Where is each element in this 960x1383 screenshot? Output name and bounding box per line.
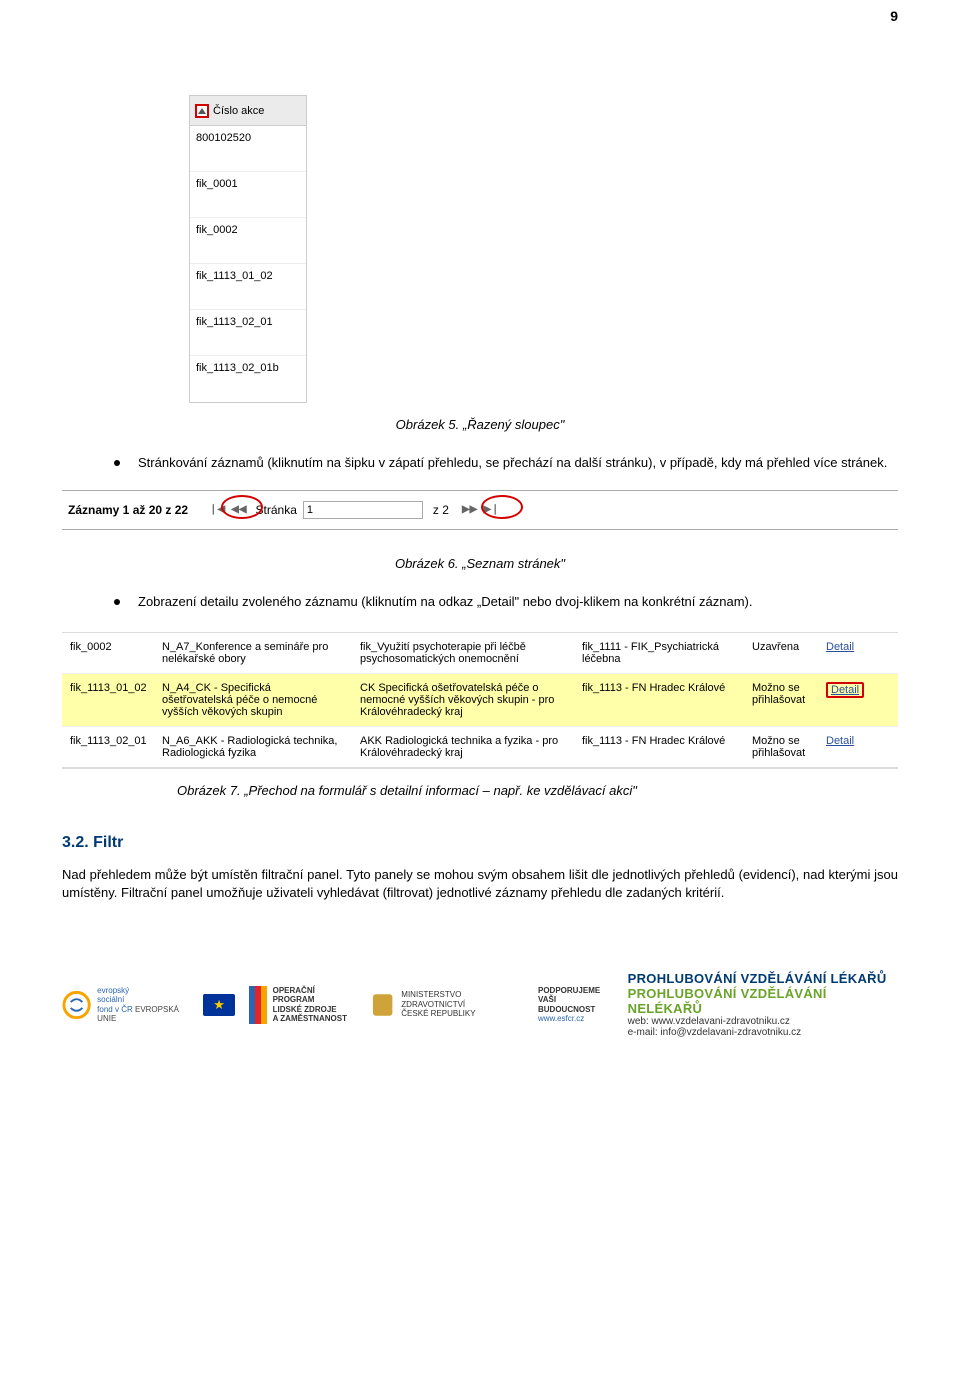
support-line: VAŠI BUDOUCNOST xyxy=(538,995,614,1014)
table-row[interactable]: fik_1113_02_01b xyxy=(190,356,306,402)
mzcr-logo: MINISTERSTVO ZDRAVOTNICTVÍ ČESKÉ REPUBLI… xyxy=(370,990,524,1020)
mzcr-line: MINISTERSTVO ZDRAVOTNICTVÍ xyxy=(401,990,524,1009)
of-word: z 2 xyxy=(433,503,449,517)
esf-icon xyxy=(62,990,91,1020)
op-logo: OPERAČNÍ PROGRAM LIDSKÉ ZDROJE A ZAMĚSTN… xyxy=(249,986,356,1024)
detail-table: fik_0002 N_A7_Konference a semináře pro … xyxy=(62,632,898,769)
body-paragraph: Nad přehledem může být umístěn filtrační… xyxy=(62,866,898,901)
highlight-ring xyxy=(221,495,263,519)
cell-status: Možno se přihlašovat xyxy=(744,674,818,726)
cell-desc: CK Specifická ošetřovatelská péče o nemo… xyxy=(352,674,574,726)
podporujeme-block: PODPORUJEME VAŠI BUDOUCNOST www.esfcr.cz xyxy=(538,986,614,1024)
bullet-text: Stránkování záznamů (kliknutím na šipku … xyxy=(138,454,887,472)
footer-web[interactable]: web: www.vzdelavani-zdravotniku.cz xyxy=(628,1016,898,1027)
cell-place: fik_1113 - FN Hradec Králové xyxy=(574,727,744,767)
detail-link[interactable]: Detail xyxy=(826,735,854,747)
cell-code: fik_1113_02_01 xyxy=(62,727,154,767)
table-row[interactable]: 800102520 xyxy=(190,126,306,172)
cell-title: N_A7_Konference a semináře pro nelékařsk… xyxy=(154,633,352,673)
section-heading: 3.2. Filtr xyxy=(62,834,898,852)
cell-status: Uzavřena xyxy=(744,633,818,673)
table-row[interactable]: fik_1113_01_02 xyxy=(190,264,306,310)
cell-desc: AKK Radiologická technika a fyzika - pro… xyxy=(352,727,574,767)
bullet-item: Zobrazení detailu zvoleného záznamu (kli… xyxy=(114,593,898,611)
esf-line: sociální xyxy=(97,995,197,1005)
cell-place: fik_1111 - FIK_Psychiatrická léčebna xyxy=(574,633,744,673)
esf-line: fond v ČR EVROPSKÁ UNIE xyxy=(97,1005,197,1024)
bullet-icon xyxy=(114,460,120,466)
footer-title: PROHLUBOVÁNÍ VZDĚLÁVÁNÍ NELÉKAŘŮ xyxy=(628,986,898,1016)
figure7-caption: Obrázek 7. „Přechod na formulář s detail… xyxy=(177,783,898,798)
detail-link[interactable]: Detail xyxy=(831,684,859,696)
table-row[interactable]: fik_1113_01_02 N_A4_CK - Specifická ošet… xyxy=(62,674,898,727)
lion-icon xyxy=(370,990,395,1020)
figure5-caption: Obrázek 5. „Řazený sloupec" xyxy=(62,417,898,432)
figure6-caption: Obrázek 6. „Seznam stránek" xyxy=(62,556,898,571)
detail-link[interactable]: Detail xyxy=(826,641,854,653)
mzcr-line: ČESKÉ REPUBLIKY xyxy=(401,1009,524,1019)
op-line: LIDSKÉ ZDROJE xyxy=(273,1005,356,1015)
bullet-text: Zobrazení detailu zvoleného záznamu (kli… xyxy=(138,593,752,611)
bullet-item: Stránkování záznamů (kliknutím na šipku … xyxy=(114,454,898,472)
pager: Záznamy 1 až 20 z 22 ❘◀ ◀◀ Stránka z 2 ▶… xyxy=(62,490,898,530)
cell-title: N_A4_CK - Specifická ošetřovatelská péče… xyxy=(154,674,352,726)
column-header-label: Číslo akce xyxy=(213,105,264,117)
esf-logo: evropský sociální fond v ČR EVROPSKÁ UNI… xyxy=(62,986,235,1024)
cell-code: fik_1113_01_02 xyxy=(62,674,154,726)
column-header[interactable]: Číslo akce xyxy=(190,96,306,126)
table-row[interactable]: fik_0002 N_A7_Konference a semináře pro … xyxy=(62,633,898,674)
table-row[interactable]: fik_0001 xyxy=(190,172,306,218)
esf-line: evropský xyxy=(97,986,197,996)
table-row[interactable]: fik_1113_02_01 xyxy=(190,310,306,356)
records-label: Záznamy 1 až 20 z 22 xyxy=(68,503,188,517)
cell-title: N_A6_AKK - Radiologická technika, Radiol… xyxy=(154,727,352,767)
footer: evropský sociální fond v ČR EVROPSKÁ UNI… xyxy=(62,971,898,1062)
support-line: PODPORUJEME xyxy=(538,986,614,996)
footer-email[interactable]: e-mail: info@vzdelavani-zdravotniku.cz xyxy=(628,1027,898,1038)
footer-right: PROHLUBOVÁNÍ VZDĚLÁVÁNÍ LÉKAŘŮ PROHLUBOV… xyxy=(628,971,898,1038)
next-page-icon[interactable]: ▶▶ xyxy=(462,504,477,515)
page-input[interactable] xyxy=(303,501,423,519)
bullet-icon xyxy=(114,599,120,605)
page-number: 9 xyxy=(890,8,898,24)
table-row[interactable]: fik_0002 xyxy=(190,218,306,264)
cell-place: fik_1113 - FN Hradec Králové xyxy=(574,674,744,726)
op-line: A ZAMĚSTNANOST xyxy=(273,1014,356,1024)
eu-flag-icon: ★ xyxy=(203,994,234,1016)
figure5-column: Číslo akce 800102520 fik_0001 fik_0002 f… xyxy=(189,95,307,403)
footer-title: PROHLUBOVÁNÍ VZDĚLÁVÁNÍ LÉKAŘŮ xyxy=(628,971,898,986)
support-link[interactable]: www.esfcr.cz xyxy=(538,1014,614,1024)
cell-status: Možno se přihlašovat xyxy=(744,727,818,767)
cell-code: fik_0002 xyxy=(62,633,154,673)
highlight-ring xyxy=(481,495,523,519)
op-line: OPERAČNÍ PROGRAM xyxy=(273,986,356,1005)
sort-asc-icon[interactable] xyxy=(195,104,209,118)
cell-desc: fik_Využití psychoterapie při léčbě psyc… xyxy=(352,633,574,673)
op-bar-icon xyxy=(261,986,267,1024)
table-row[interactable]: fik_1113_02_01 N_A6_AKK - Radiologická t… xyxy=(62,727,898,767)
